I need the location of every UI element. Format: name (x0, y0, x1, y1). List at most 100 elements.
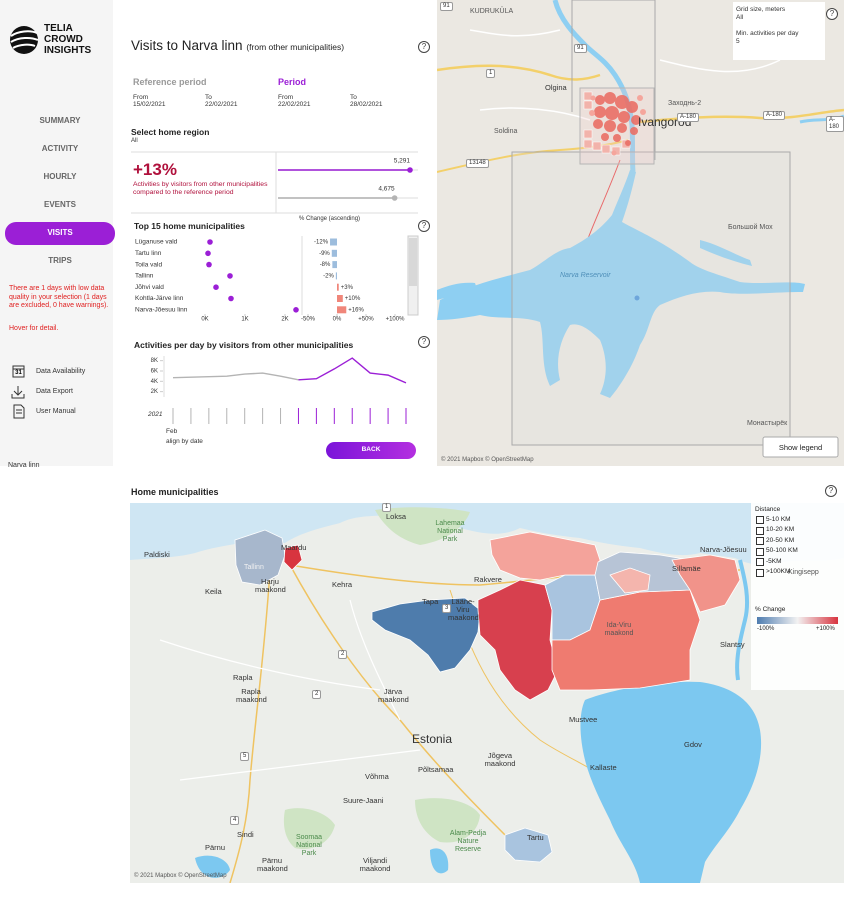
shape (511, 151, 791, 446)
nav-item[interactable]: SUMMARY (39, 116, 81, 125)
help-icon[interactable] (418, 336, 430, 348)
region-value[interactable]: All (131, 138, 138, 144)
nav-item[interactable]: HOURLY (43, 172, 77, 181)
help-label[interactable]: ? (421, 221, 427, 230)
activity-dot (206, 261, 212, 268)
activity-dot (228, 295, 234, 302)
shape (10, 36, 39, 43)
shape (595, 95, 605, 105)
from-label: From (278, 94, 294, 101)
align-option[interactable]: align by date (166, 438, 203, 445)
shape (489, 531, 601, 581)
checkbox[interactable] (756, 526, 764, 535)
legend-entry[interactable]: -5KM (766, 557, 782, 565)
map-label: Mustvee (569, 715, 598, 724)
logo-line: CROWD (44, 34, 83, 45)
map-label: Maardu (281, 543, 307, 552)
legend-button-label[interactable]: Show legend (778, 443, 823, 452)
shape (735, 559, 750, 681)
shape (283, 808, 335, 850)
nav-item[interactable]: EVENTS (43, 200, 76, 209)
shape (375, 507, 470, 545)
checkbox[interactable] (756, 547, 764, 556)
checkbox[interactable] (756, 537, 764, 545)
map-label: Estonia (412, 732, 453, 746)
shape (437, 170, 805, 398)
option-label: Min. activities per day (736, 30, 799, 37)
checkbox[interactable] (756, 558, 764, 566)
map-label: Rapla maakond (236, 687, 267, 704)
to-date: 28/02/2021 (350, 101, 383, 108)
nav-item[interactable]: VISITS (47, 228, 73, 237)
shape (437, 64, 601, 81)
back-label[interactable]: BACK (361, 446, 381, 453)
link[interactable]: User Manual (36, 408, 76, 415)
help-label[interactable]: ? (421, 42, 427, 51)
scroll-thumb[interactable] (409, 238, 417, 286)
shape (583, 129, 593, 139)
option-value[interactable]: 5 (736, 38, 740, 45)
daily-line (298, 357, 407, 384)
map-label: Sindi (237, 830, 254, 839)
shape (631, 115, 641, 125)
shape (626, 101, 638, 113)
map-label: Заходнь-2 (668, 100, 702, 107)
shape (605, 106, 619, 120)
shape (604, 92, 616, 104)
legend-entry[interactable]: 20-50 KM (766, 536, 795, 544)
main-panel (113, 0, 437, 466)
checkbox[interactable] (756, 568, 764, 577)
change-bar (337, 295, 343, 302)
legend-max: +100% (816, 626, 835, 632)
map-options: Grid size, meters All Min. activities pe… (736, 6, 799, 46)
map-label: Narva Reservoir (560, 272, 611, 279)
help-icon[interactable] (826, 8, 838, 20)
from-date: 15/02/2021 (133, 101, 166, 108)
map-label: Harju maakond (255, 577, 286, 594)
shape (617, 123, 627, 133)
road-shield: 5 (240, 752, 250, 761)
calendar-icon (12, 365, 25, 378)
category-label: Narva-Jõesuu linn (135, 307, 188, 314)
link[interactable]: Data Export (36, 388, 73, 395)
shape (10, 30, 38, 37)
shape (589, 110, 595, 116)
title: Visits to Narva linn (131, 38, 243, 53)
help-label[interactable]: ? (421, 337, 427, 346)
section-title: Top 15 home municipalities (134, 221, 245, 231)
legend-button[interactable] (762, 436, 839, 458)
shape (640, 109, 646, 115)
legend-min: -100% (757, 626, 775, 632)
selection: Narva linn (8, 462, 40, 469)
legend-entry[interactable]: 50-100 KM (766, 547, 798, 554)
map-label: Rakvere (474, 575, 502, 584)
to-label: To (350, 94, 357, 101)
shape (590, 95, 596, 101)
shape (437, 282, 478, 300)
legend-entry[interactable]: 10-20 KM (766, 526, 795, 533)
help-icon[interactable] (825, 485, 837, 497)
nav-item[interactable]: TRIPS (48, 256, 72, 265)
help-label[interactable]: ? (828, 486, 834, 495)
activity-dot (227, 273, 233, 279)
map-label: KUDRUKÜLA (470, 8, 514, 15)
page-title: Visits to Narva linn (from other municip… (131, 38, 344, 53)
month: Feb (166, 428, 178, 435)
link[interactable]: Data Availability (36, 368, 86, 375)
daily-line (172, 372, 299, 381)
map-label: Soomaa National Park (295, 834, 323, 857)
help-icon[interactable] (418, 220, 430, 232)
help-label[interactable]: ? (829, 9, 835, 18)
nav-item[interactable]: ACTIVITY (41, 144, 79, 153)
help-icon[interactable] (418, 41, 430, 53)
legend-entry[interactable]: >100KM (766, 568, 791, 575)
change-label: -8% (320, 262, 331, 268)
checkbox[interactable] (756, 516, 764, 524)
option-value[interactable]: All (736, 14, 744, 21)
shape (751, 503, 844, 690)
map-label: Sillamäe (672, 564, 701, 573)
legend-entry[interactable]: 5-10 KM (766, 515, 791, 523)
back-button[interactable] (326, 442, 416, 459)
attribution: © 2021 Mapbox © OpenStreetMap (134, 873, 227, 879)
